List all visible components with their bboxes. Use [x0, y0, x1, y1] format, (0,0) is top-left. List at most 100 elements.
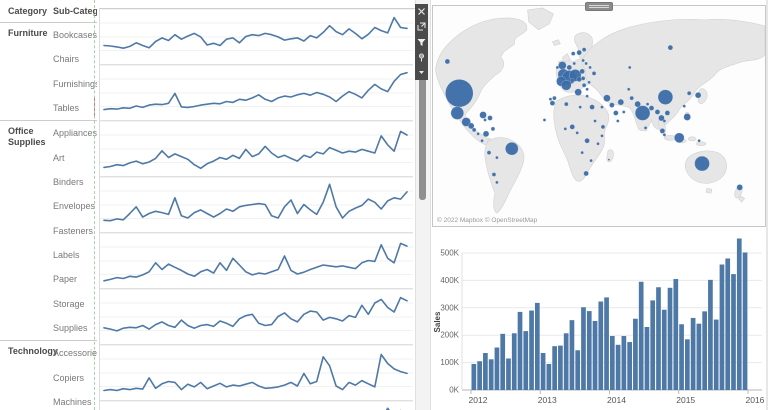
map-bubble[interactable] [445, 79, 474, 108]
map-bubble[interactable] [667, 44, 674, 51]
map-bubble[interactable] [603, 94, 611, 102]
bar[interactable] [581, 307, 586, 390]
list-row[interactable]: Chairs [0, 47, 97, 71]
sales-bar-chart[interactable]: 0K 100K 200K 300K 400K 500K 2012 2013 2014 2015 20… [432, 230, 766, 410]
bar[interactable] [563, 333, 569, 390]
map-bubble[interactable] [581, 47, 587, 52]
map-bubble[interactable] [581, 83, 587, 88]
map-bubble[interactable] [607, 158, 611, 161]
list-row[interactable]: Binders [0, 170, 97, 194]
bar[interactable] [609, 336, 615, 390]
map-bubble[interactable] [683, 113, 691, 121]
list-row[interactable]: Tables [0, 96, 97, 120]
map-bubble[interactable] [487, 115, 493, 121]
bar[interactable] [569, 320, 575, 390]
bar[interactable] [488, 359, 494, 390]
map-bubble[interactable] [682, 104, 686, 108]
list-row[interactable]: Art [0, 146, 97, 170]
map-bubble[interactable] [571, 51, 576, 56]
map-bubble[interactable] [576, 49, 582, 56]
list-row[interactable]: Labels [0, 243, 97, 267]
bar[interactable] [661, 309, 667, 390]
map-bubble[interactable] [648, 105, 655, 111]
bar[interactable] [736, 238, 742, 390]
map-bubble[interactable] [495, 155, 499, 160]
bar[interactable] [500, 333, 506, 390]
bar[interactable] [615, 344, 621, 390]
map-bubble[interactable] [596, 142, 600, 146]
map-bubble[interactable] [566, 64, 572, 71]
map-bubble[interactable] [616, 119, 620, 123]
list-row[interactable]: Furnishings [0, 72, 97, 96]
map-bubble[interactable] [467, 122, 475, 130]
bar[interactable] [621, 336, 627, 390]
map-bubble[interactable] [617, 98, 625, 106]
list-row[interactable]: Office Supplies Appliances [0, 120, 97, 147]
bar[interactable] [575, 350, 581, 390]
sparkline-row[interactable] [100, 289, 413, 345]
bar[interactable] [702, 311, 707, 390]
map-bubble[interactable] [634, 105, 651, 121]
bar[interactable] [511, 333, 517, 390]
map-bubble[interactable] [561, 80, 572, 91]
bar[interactable] [690, 317, 696, 390]
map-bubble[interactable] [575, 131, 579, 135]
bar[interactable] [731, 274, 736, 390]
map-bubble[interactable] [450, 106, 464, 120]
bar[interactable] [523, 331, 529, 390]
sparkline[interactable] [100, 233, 413, 288]
close-icon[interactable] [417, 7, 426, 16]
map-bubble[interactable] [505, 142, 519, 156]
list-row[interactable]: Furniture Bookcases [0, 22, 97, 47]
map-bubble[interactable] [613, 110, 619, 116]
map-bubble[interactable] [591, 71, 597, 76]
world-map[interactable] [433, 6, 765, 226]
map-bubble[interactable] [572, 61, 576, 66]
map-bubble[interactable] [570, 78, 575, 83]
map-bubble[interactable] [645, 102, 650, 106]
map-bubble[interactable] [585, 94, 589, 98]
sparklines-scrollbar-thumb[interactable] [419, 76, 426, 200]
map-bubble[interactable] [471, 127, 477, 133]
map-bubble[interactable] [736, 184, 743, 191]
bar[interactable] [679, 324, 684, 390]
filter-icon[interactable] [417, 38, 426, 47]
sparkline[interactable] [100, 177, 413, 232]
map-bubble[interactable] [563, 127, 568, 131]
bar[interactable] [604, 297, 609, 390]
map-bubble[interactable] [627, 65, 632, 70]
bar[interactable] [506, 358, 511, 390]
map-bubble[interactable] [589, 104, 595, 110]
bar[interactable] [708, 279, 713, 390]
sparkline-row[interactable] [100, 401, 413, 410]
map-bubble[interactable] [548, 97, 553, 101]
map-bubble[interactable] [583, 170, 589, 177]
map-bubble[interactable] [587, 80, 591, 85]
bar[interactable] [627, 342, 632, 390]
pin-icon[interactable] [417, 53, 426, 62]
bar[interactable] [483, 353, 488, 390]
bar[interactable] [477, 361, 482, 390]
map-bubble[interactable] [486, 150, 492, 155]
bar[interactable] [529, 310, 534, 390]
list-row[interactable]: Technology Accessories [0, 340, 97, 365]
bar[interactable] [684, 339, 690, 390]
sparkline-row[interactable] [100, 9, 413, 65]
bar[interactable] [471, 363, 477, 390]
bar[interactable] [534, 302, 540, 390]
bar[interactable] [540, 353, 546, 390]
map-bubble[interactable] [686, 90, 692, 96]
map-bubble[interactable] [662, 119, 667, 123]
chevron-down-icon[interactable] [417, 68, 426, 77]
map-grab-handle[interactable] [585, 2, 613, 11]
map-bubble[interactable] [588, 65, 592, 70]
list-row[interactable]: Paper [0, 267, 97, 291]
map-bubble[interactable] [662, 133, 667, 137]
list-row[interactable]: Storage [0, 292, 97, 316]
sparkline[interactable] [100, 345, 413, 400]
map-bubble[interactable] [483, 118, 487, 122]
map-bubble[interactable] [580, 150, 584, 155]
sparkline[interactable] [100, 65, 413, 120]
bar[interactable] [638, 281, 644, 390]
map-bubble[interactable] [585, 87, 589, 91]
